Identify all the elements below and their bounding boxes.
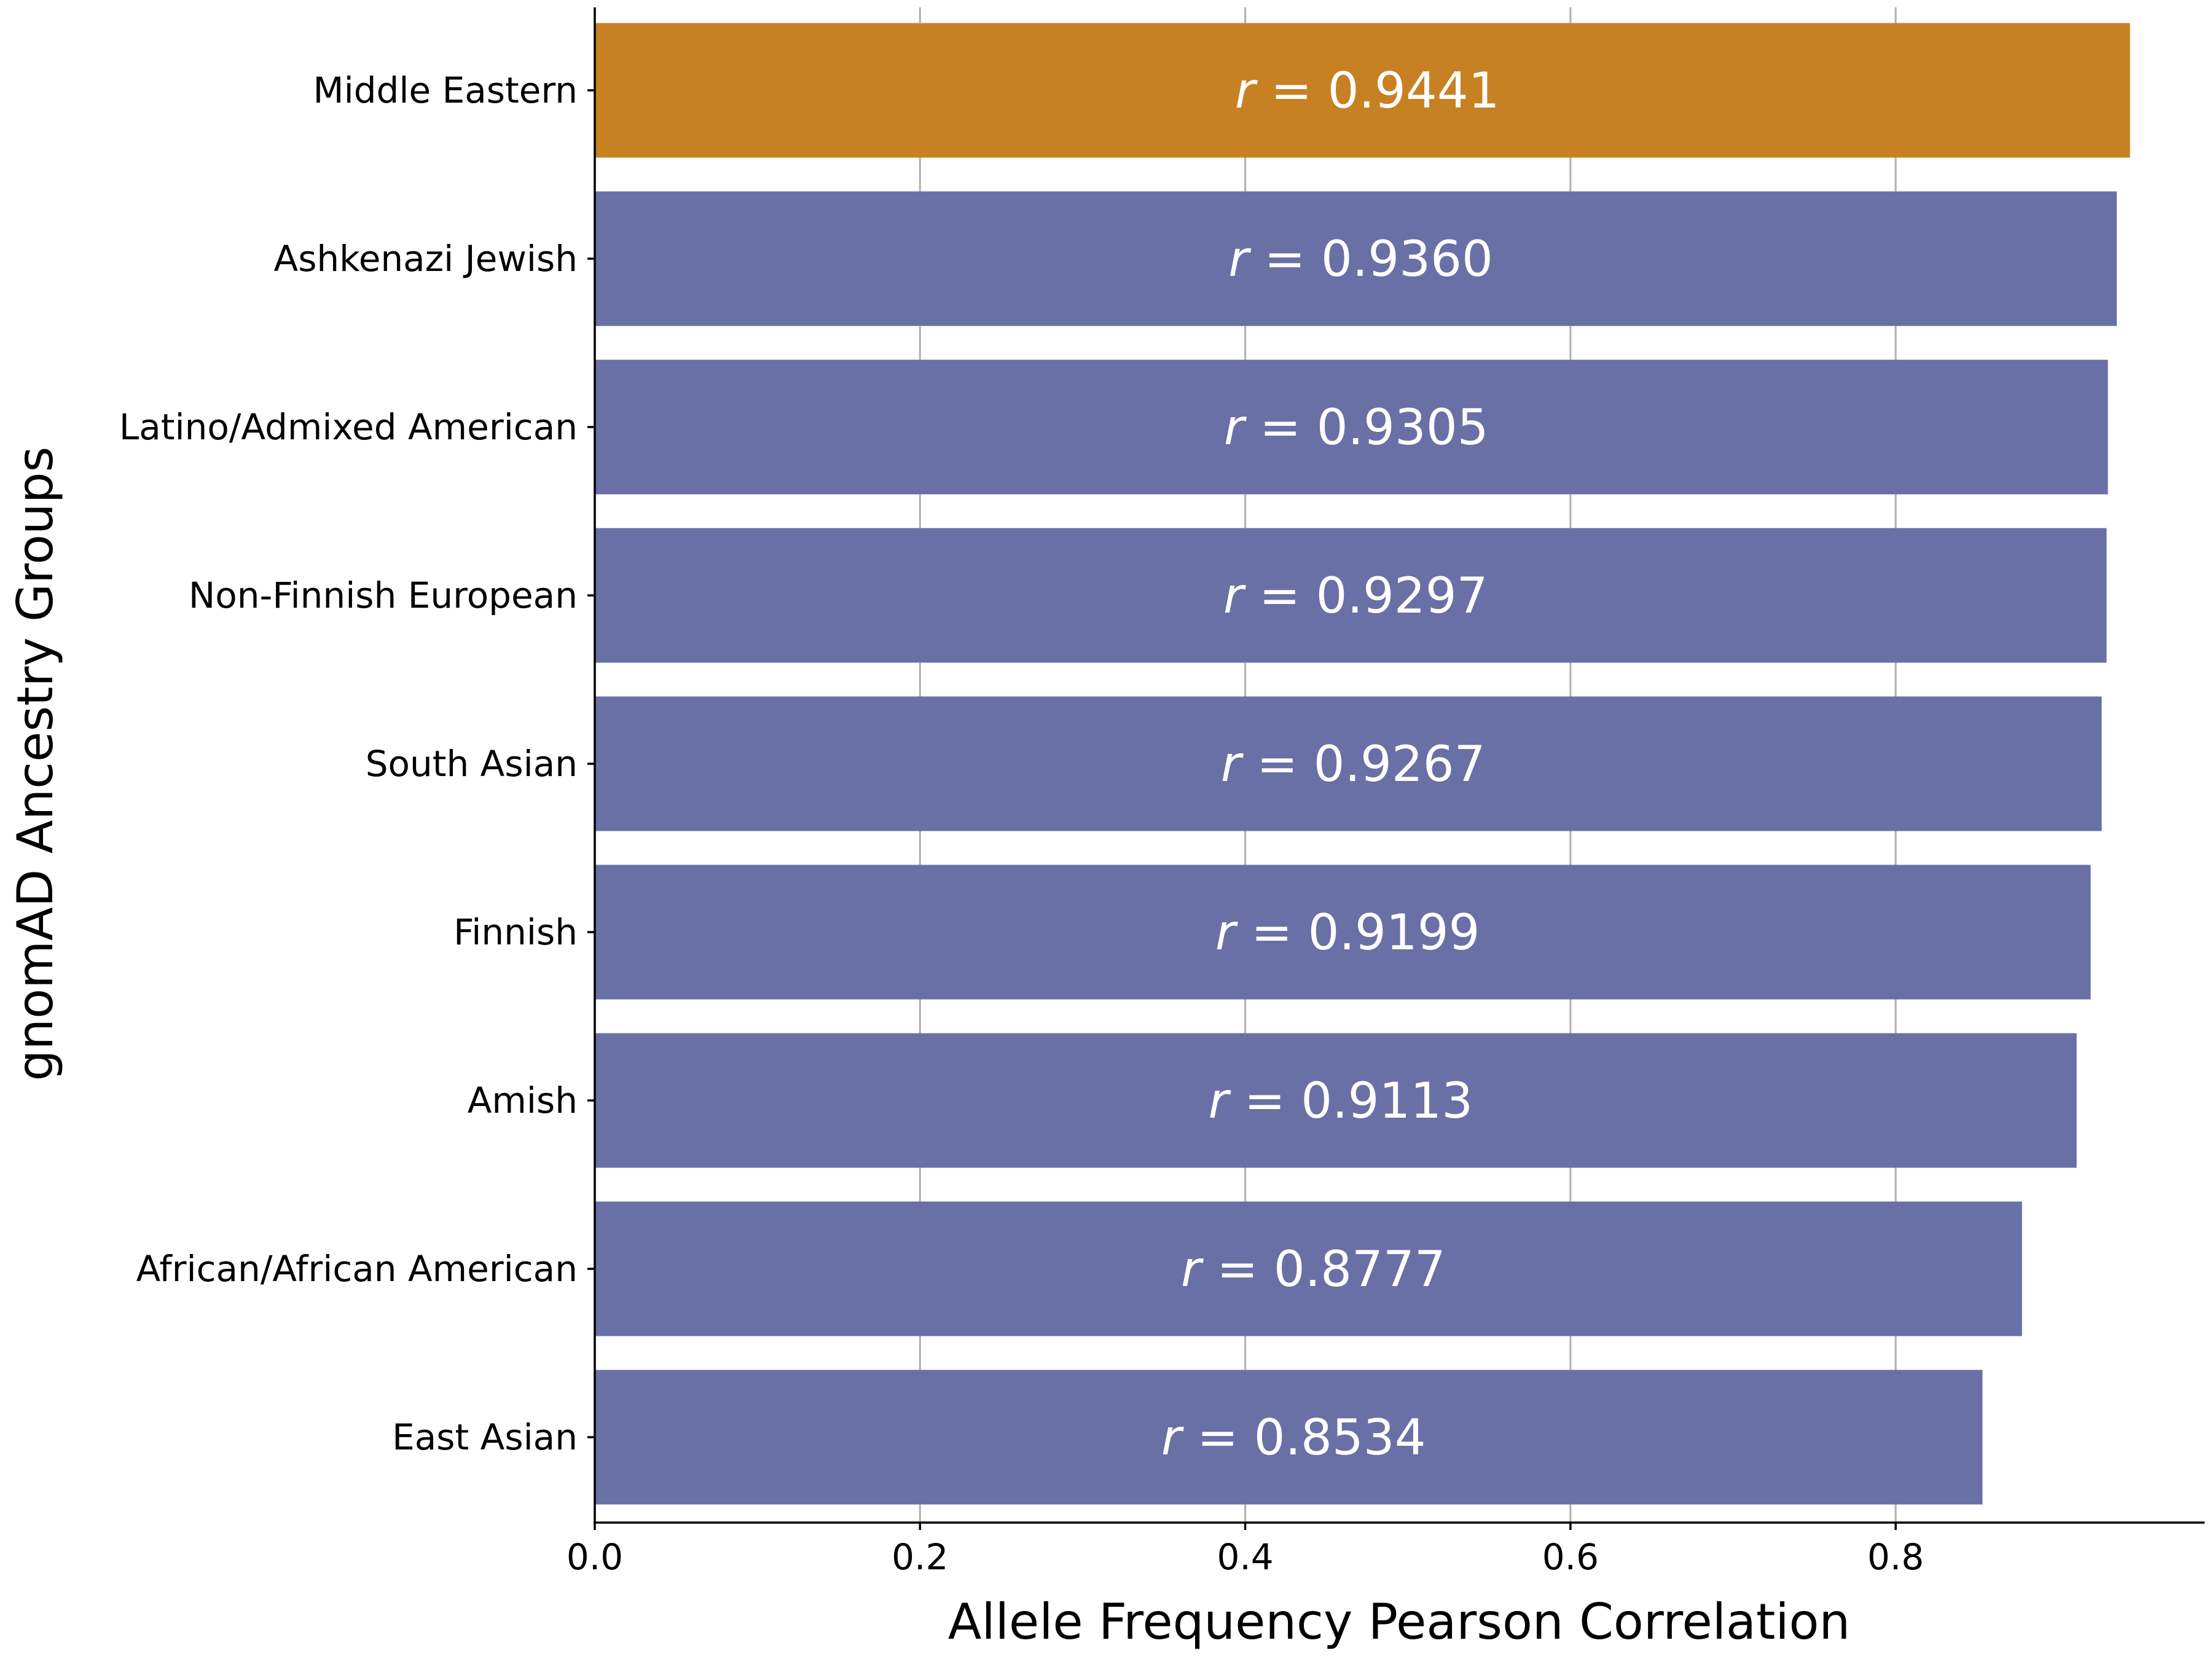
y-tick-label: African/African American [136,1248,578,1290]
y-ticks-layer: Middle Eastern Ashkenazi Jewish Latino/Adm… [119,69,595,1458]
x-ticks-layer: 0.0 0.2 0.4 0.6 0.8 [567,1523,1924,1578]
bar-value-label: r = 0.9199 [1215,904,1480,961]
y-tick-label: Amish [468,1080,578,1121]
y-tick-label: Latino/Admixed American [119,406,578,448]
bar-value-label: r = 0.9360 [1228,230,1493,288]
x-axis-title: Allele Frequency Pearson Correlation [948,1593,1850,1650]
y-tick-label: Middle Eastern [313,69,578,111]
x-tick-label: 0.0 [567,1536,623,1578]
y-tick-label: Ashkenazi Jewish [274,238,578,280]
y-axis-title: gnomAD Ancestry Groups [7,447,64,1081]
x-tick-label: 0.8 [1867,1536,1924,1578]
bar [595,865,2091,1000]
y-tick-label: South Asian [366,743,578,785]
bar-value-label: r = 0.9113 [1209,1072,1473,1129]
bar-value-label: r = 0.8534 [1161,1409,1426,1466]
bar [595,1201,2022,1336]
axes-layer [594,7,2205,1524]
x-tick-label: 0.6 [1542,1536,1599,1578]
bar-value-label: r = 0.9305 [1224,399,1489,456]
bar [595,23,2130,158]
bar [595,696,2102,831]
bars-layer [595,23,2130,1505]
y-tick-label: East Asian [392,1416,578,1458]
x-tick-label: 0.2 [892,1536,948,1578]
bar [595,191,2117,326]
bar [595,528,2107,663]
x-tick-label: 0.4 [1217,1536,1273,1578]
bar-value-label: r = 0.9267 [1221,735,1486,793]
bar-labels-layer: r = 0.9441 r = 0.9360 r = 0.9305 r = 0.9297… [1161,62,1500,1466]
bar-value-label: r = 0.9297 [1223,567,1488,624]
y-tick-label: Finnish [453,911,578,953]
y-tick-label: Non-Finnish European [189,575,578,616]
bar [595,1033,2077,1168]
bar [595,359,2108,495]
bar [595,1370,1983,1505]
bar-value-label: r = 0.8777 [1181,1241,1446,1298]
bar-value-label: r = 0.9441 [1235,62,1500,119]
